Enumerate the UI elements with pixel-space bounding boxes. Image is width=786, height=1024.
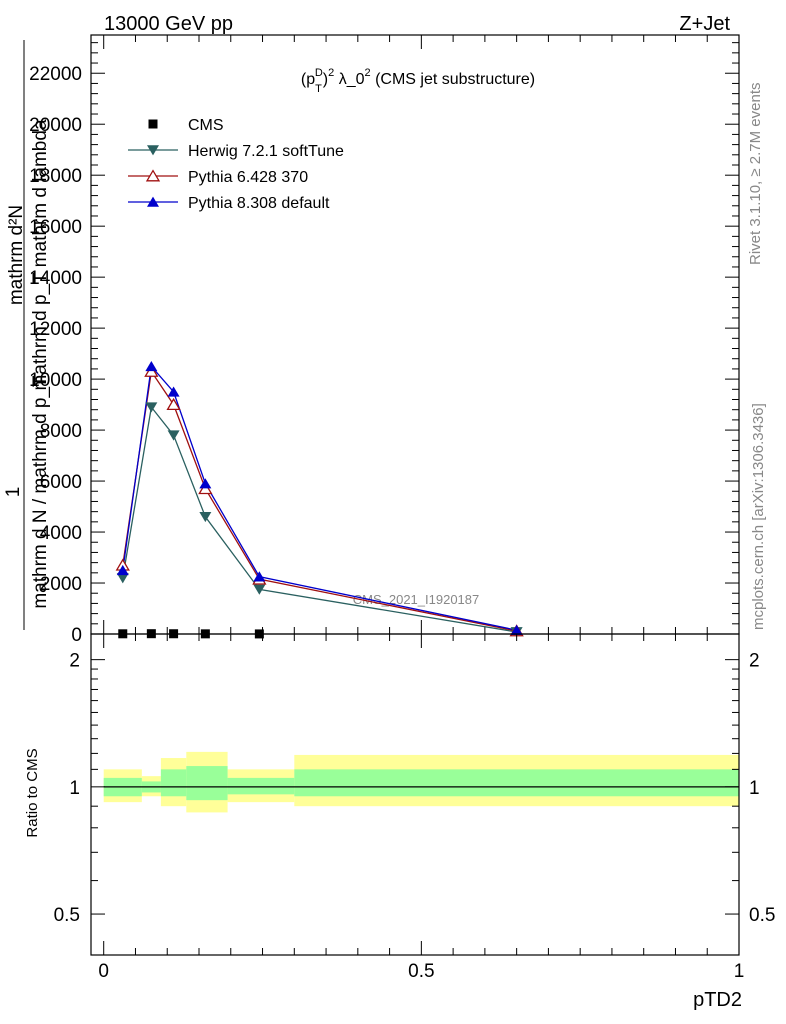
main-ytick-label: 22000 [29,64,82,85]
process-label: Z+Jet [679,13,730,35]
series-line-1 [122,405,517,633]
legend-label-1: Herwig 7.2.1 softTune [188,143,344,160]
ratio-ytick-label: 0.5 [54,905,80,926]
energy-label: 13000 GeV pp [104,13,233,35]
legend-marker-0 [148,119,158,129]
main-x-ticks [103,35,740,634]
data-point-3-4 [253,571,266,582]
chart-title: (pTD)2 λ_02 (CMS jet substructure) [301,67,535,95]
ratio-ytick-label: 2 [69,651,80,672]
main-panel: 0 2000 4000 6000 8000 10000 12000 14000 16000 180… [3,34,740,646]
legend-label-2: Pythia 6.428 370 [188,169,308,186]
main-ytick-label: 14000 [29,268,82,289]
mcplots-label: mcplots.cern.ch [arXiv:1306.3436] [750,403,767,630]
ratio-xtick-label: 0 [98,961,109,982]
title-pre: (p [301,71,315,88]
series-line-3 [122,364,517,631]
ylabel-bottom: mathrm d p_T mathrm d lambda [30,119,51,390]
ratio-frame [90,633,740,956]
data-point-3-0 [116,564,129,576]
ratio-xtick-label: 0.5 [408,961,434,982]
x-axis-label: pTD2 [693,989,742,1011]
data-point-1-2 [167,430,180,441]
main-ytick-label: 0 [71,625,82,646]
data-point-3-5 [510,624,523,635]
ratio-ytick-label-right: 2 [749,651,760,672]
ratio-ytick-label-right: 0.5 [749,905,775,926]
ratio-band-green [294,769,739,797]
ratio-ytick-label-right: 1 [749,778,760,799]
ratio-ylabel: Ratio to CMS [24,748,41,837]
title-sub: T [315,83,322,95]
data-point-2-2 [166,397,181,411]
ratio-band-green [160,769,187,797]
title-sup3: 2 [365,67,371,79]
data-point-1-0 [116,573,129,584]
ratio-y-axis: 0.5 0.5 1 1 2 2 [54,651,776,926]
ylabel-den: mathrm d N / mathrm d p_T [30,375,51,609]
ratio-panel: 0.5 0.51 12 2 0 0.5 1 Ratio to CMS pTD2 [24,633,776,1011]
title-tail: (CMS jet substructure) [371,71,535,88]
data-point-3-3 [199,478,212,489]
data-point-1-4 [253,584,266,595]
ratio-band-green [227,777,295,795]
main-ytick-label: 16000 [29,217,82,238]
data-point-1-1 [145,402,158,413]
data-point-1-3 [199,511,212,523]
ylabel-top: mathrm d²N [6,205,27,305]
main-ytick-label: 18000 [29,166,82,187]
legend-marker-2 [145,169,161,182]
title-mid: λ_0 [334,71,364,88]
main-ytick-label: 20000 [29,115,82,136]
legend: CMS Herwig 7.2.1 softTune Pythia 6.428 370… [128,117,344,212]
main-series [115,360,524,639]
data-point-3-2 [167,386,180,397]
y-axis-label: mathrm d²N mathrm d p_T mathrm d lambda … [3,40,51,630]
rivet-label: Rivet 3.1.10, ≥ 2.7M events [747,83,764,266]
ratio-band-green [186,766,228,801]
title-sup: D [315,67,323,79]
legend-marker-1 [147,145,159,156]
main-ytick-label: 8000 [40,421,82,442]
main-ytick-label: 12000 [29,319,82,340]
main-ytick-label: 4000 [40,523,82,544]
main-ytick-label: 10000 [29,370,82,391]
legend-label-3: Pythia 8.308 default [188,195,330,212]
legend-label-0: CMS [188,117,224,134]
title-sup2: 2 [328,67,334,79]
main-y-axis: 0 2000 4000 6000 8000 10000 12000 14000 16000 180… [29,42,739,646]
ratio-bands [103,751,739,813]
legend-marker-3 [147,196,159,207]
ylabel-one: 1 [3,487,24,498]
main-ytick-label: 2000 [40,574,82,595]
ratio-ytick-label: 1 [69,778,80,799]
ratio-x-axis: 0 0.5 1 [98,634,744,982]
ratio-xtick-label: 1 [734,961,745,982]
main-ytick-label: 6000 [40,472,82,493]
title-close: ) [323,71,328,88]
data-point-3-1 [145,360,158,372]
